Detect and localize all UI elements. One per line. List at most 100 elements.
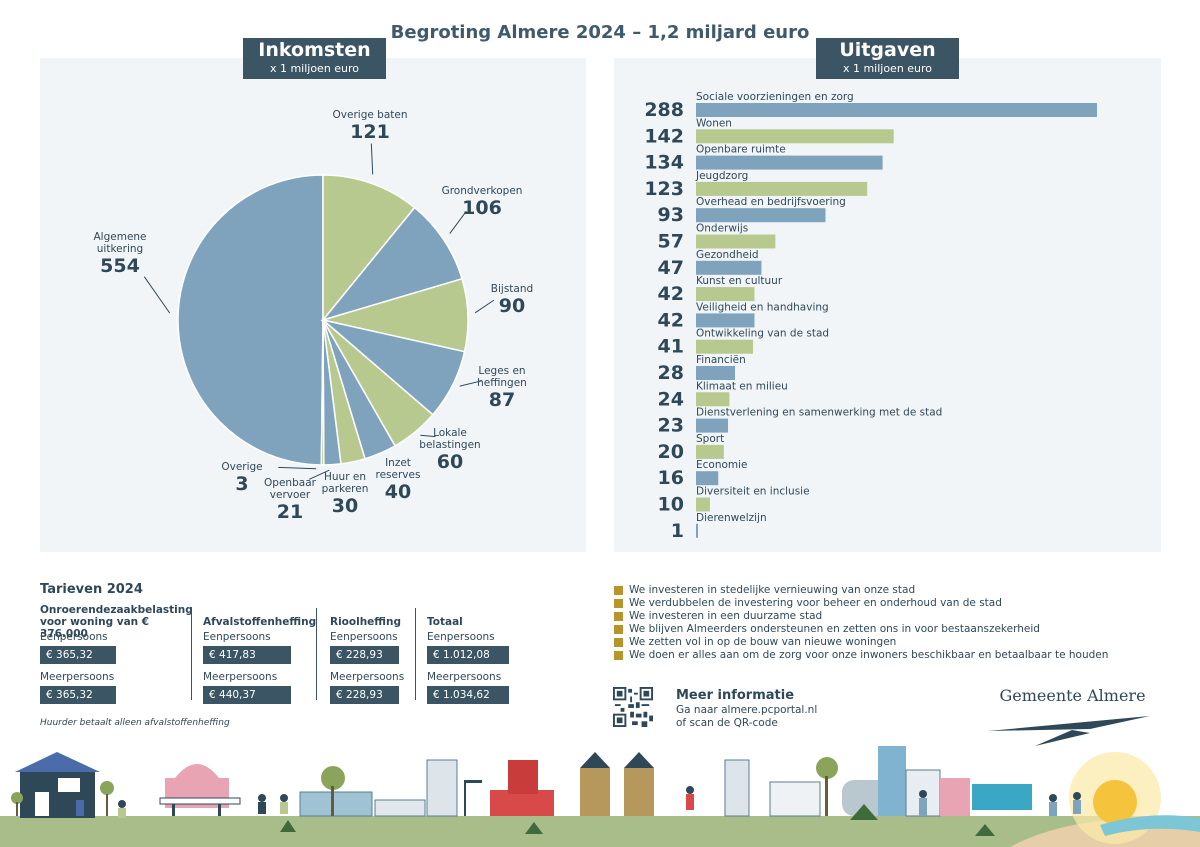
bar-value-label: 42 [658, 309, 684, 331]
bar-category-label: Dienstverlening en samenwerking met de s… [696, 407, 942, 419]
bar-value-label: 134 [644, 152, 684, 174]
bullet-item: We investeren in een duurzame stad [614, 610, 1174, 623]
tariff-multi-label: Meerpersoons [330, 671, 405, 683]
bullet-square-icon [614, 625, 623, 634]
bar-value-label: 20 [658, 441, 684, 463]
bar-value-label: 28 [658, 362, 684, 384]
bar-value-label: 288 [644, 99, 684, 121]
bullet-text: We doen er alles aan om de zorg voor onz… [629, 649, 1109, 661]
tariff-multi-value: € 365,32 [40, 686, 116, 704]
tariff-single-label: Eenpersoons [203, 631, 271, 643]
bar-category-label: Sport [696, 433, 724, 445]
pie-slice-label: Bijstand [491, 283, 533, 295]
pie-slice [322, 174, 416, 323]
pie-slice-label: Lokale [433, 427, 467, 439]
bar [696, 208, 826, 223]
tariff-heading: Afvalstoffenheffing [203, 616, 317, 628]
bar-category-label: Onderwijs [696, 223, 748, 235]
expense-header: Uitgaven x 1 miljoen euro [816, 38, 959, 79]
bullet-item: We blijven Almeerders ondersteunen en ze… [614, 623, 1174, 636]
bar-category-label: Openbare ruimte [696, 144, 786, 156]
bullet-text: We investeren in stedelijke vernieuwing … [629, 584, 916, 596]
bullet-text: We verdubbelen de investering voor behee… [629, 597, 1002, 609]
bar-value-label: 23 [658, 415, 684, 437]
bar [696, 181, 868, 196]
pie-slice-value: 60 [437, 451, 463, 473]
pie-leader-line [459, 380, 482, 387]
pie-slice-value: 30 [332, 495, 358, 517]
logo-text: Gemeente Almere [999, 686, 1146, 705]
tariff-heading: Rioolheffing [330, 616, 402, 628]
tariff-multi-value: € 1.034,62 [427, 686, 509, 704]
bar-category-label: Kunst en cultuur [696, 275, 783, 287]
bar [696, 103, 1097, 117]
pie-slice-value: 40 [385, 481, 411, 503]
expense-bar-chart: Sociale voorzieningen en zorg288Wonen142… [644, 91, 1097, 542]
bullet-item: We investeren in stedelijke vernieuwing … [614, 584, 1174, 597]
bar-category-label: Financiën [696, 354, 746, 366]
tariff-single-label: Eenpersoons [330, 631, 398, 643]
bar-category-label: Overhead en bedrijfsvoering [696, 196, 846, 208]
bar [696, 366, 735, 380]
bullet-text: We investeren in een duurzame stad [629, 610, 823, 622]
pie-slice-label: Leges en [478, 365, 525, 377]
tariffs-section: Tarieven 2024 Onroerendezaakbelasting vo… [40, 580, 620, 730]
bar [696, 471, 719, 486]
bar-category-label: Jeugdzorg [695, 170, 748, 182]
tariffs-title: Tarieven 2024 [40, 582, 143, 597]
bar [696, 418, 729, 433]
bar-category-label: Gezondheid [696, 249, 759, 261]
pie-slice-value: 554 [100, 255, 140, 277]
tariff-single-value: € 365,32 [40, 646, 116, 664]
tariffs-note: Huurder betaalt alleen afvalstoffenheffi… [40, 718, 230, 728]
pie-slice-value: 21 [277, 501, 303, 523]
income-header-title: Inkomsten [258, 39, 371, 61]
bullet-item: We doen er alles aan om de zorg voor onz… [614, 649, 1174, 662]
pie-leader-line [449, 211, 467, 234]
bar-category-label: Ontwikkeling van de stad [696, 328, 829, 340]
bar-value-label: 16 [658, 467, 684, 489]
pie-leader-line [278, 466, 317, 470]
bar [696, 339, 754, 354]
bar [696, 313, 755, 328]
tariff-single-label: Eenpersoons [427, 631, 495, 643]
tariff-heading: Totaal [427, 616, 463, 628]
pie-slice-label: parkeren [322, 483, 369, 495]
pie-leader-line [420, 434, 436, 438]
tariff-column-waste: Afvalstoffenheffing Eenpersoons € 417,83… [203, 604, 317, 710]
expense-panel: Sociale voorzieningen en zorg 288 Wonen 142… [614, 58, 1161, 552]
bar-value-label: 93 [658, 204, 684, 226]
bar [696, 234, 776, 249]
pie-slice-label: Huur en [324, 471, 366, 483]
more-info-qr-text: of scan de QR-code [676, 717, 778, 729]
pie-leader-line [308, 469, 330, 480]
pie-slice-label: Algemene [93, 231, 146, 243]
bullet-list: We investeren in stedelijke vernieuwing … [614, 584, 1174, 662]
tariff-multi-label: Meerpersoons [40, 671, 115, 683]
bullet-square-icon [614, 612, 623, 621]
bar-value-label: 24 [658, 388, 684, 410]
bar-value-label: 10 [658, 494, 684, 516]
pie-leader-line [474, 299, 495, 314]
qr-code-icon[interactable] [613, 687, 653, 727]
bar-value-label: 142 [644, 125, 684, 147]
pie-slice-value: 87 [489, 389, 515, 411]
tariff-single-value: € 417,83 [203, 646, 291, 664]
bar-value-label: 57 [658, 231, 684, 253]
more-info-link[interactable]: Ga naar almere.pcportal.nl [676, 704, 818, 716]
income-header: Inkomsten x 1 miljoen euro [243, 38, 386, 79]
bullet-square-icon [614, 586, 623, 595]
pie-slice-label: Overige baten [333, 109, 408, 121]
bar [696, 129, 894, 144]
bar [696, 497, 710, 512]
pie-slice-label: Grondverkopen [442, 185, 523, 197]
tariff-single-label: Eenpersoons [40, 631, 108, 643]
pie-slice-value: 90 [499, 295, 525, 317]
bar [696, 287, 755, 302]
tariff-multi-label: Meerpersoons [427, 671, 502, 683]
expense-header-title: Uitgaven [839, 39, 936, 61]
bullet-square-icon [614, 599, 623, 608]
bar [696, 392, 730, 407]
pie-slice-value: 3 [235, 473, 248, 495]
city-skyline-illustration [0, 746, 1200, 847]
